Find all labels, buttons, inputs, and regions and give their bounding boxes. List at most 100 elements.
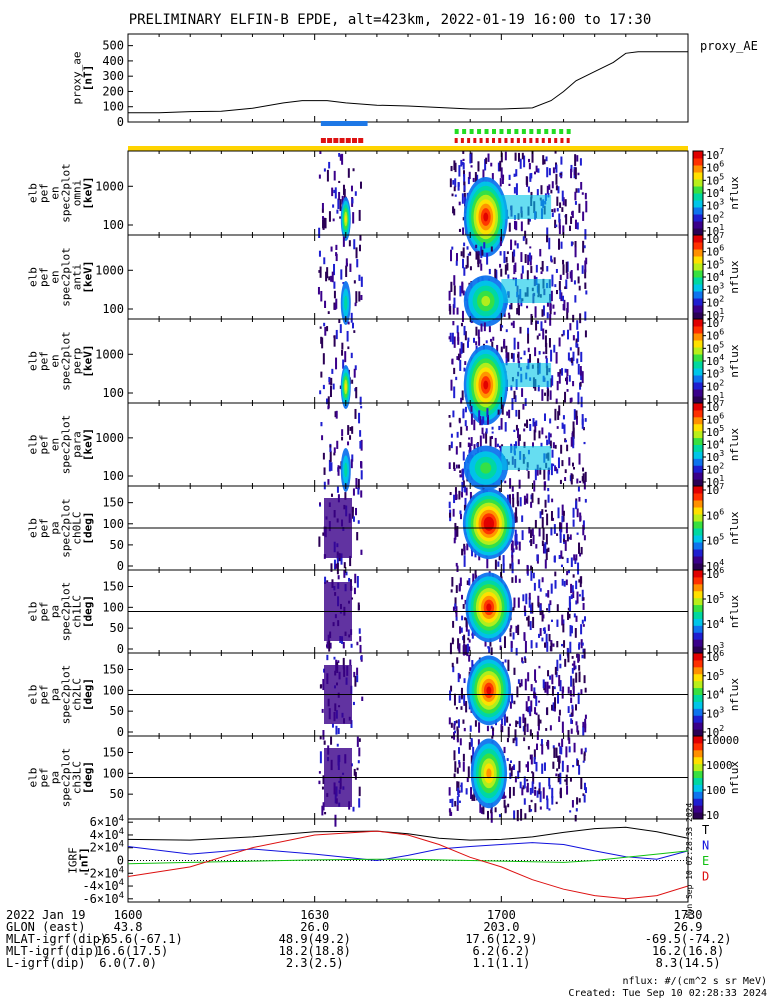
spectrogram-speck bbox=[574, 241, 577, 248]
spectrogram-speck bbox=[548, 685, 551, 689]
spectrogram-speck bbox=[544, 481, 547, 488]
spectrogram-speck bbox=[583, 675, 586, 684]
spectrogram-speck bbox=[527, 254, 530, 265]
spectrogram-speck bbox=[503, 636, 506, 649]
spectrogram-speck bbox=[523, 350, 526, 356]
spectrogram-speck bbox=[577, 562, 580, 575]
spectrogram-speck bbox=[534, 519, 537, 529]
spectrogram-speck bbox=[486, 810, 489, 820]
spectrogram-speck bbox=[514, 529, 517, 539]
spectrogram-speck bbox=[584, 723, 587, 733]
spectrogram-speck bbox=[546, 266, 549, 272]
spectrogram-speck bbox=[565, 746, 568, 758]
spectrogram-speck bbox=[575, 410, 578, 419]
spectrogram-speck bbox=[521, 152, 524, 160]
spectrogram-speck bbox=[520, 221, 523, 232]
spectrogram-speck bbox=[558, 554, 561, 560]
spectrogram-speck bbox=[458, 417, 461, 422]
spectrogram-speck bbox=[455, 707, 458, 710]
spectrogram-speck bbox=[543, 469, 546, 480]
spectrogram-speck bbox=[527, 615, 530, 627]
colorbar-segment bbox=[693, 694, 703, 702]
spectrogram-speck bbox=[566, 444, 569, 452]
spectrogram-speck bbox=[537, 714, 540, 727]
spectrogram-speck bbox=[514, 575, 517, 583]
spectrogram-speck bbox=[319, 503, 322, 507]
spectrogram-ylabel-line: anti bbox=[71, 264, 84, 291]
spectrogram-speck bbox=[360, 294, 363, 301]
spectrogram-speck bbox=[506, 716, 509, 723]
spectrogram-speck bbox=[507, 726, 510, 738]
spectrogram-speck bbox=[562, 623, 565, 633]
spectrogram-speck bbox=[321, 337, 324, 349]
colorbar-label: nflux bbox=[728, 176, 741, 209]
spectrogram-speck bbox=[523, 656, 526, 660]
spectrogram-speck bbox=[579, 158, 582, 166]
spectrogram-speck bbox=[323, 467, 326, 475]
spectrogram-speck bbox=[459, 442, 462, 448]
spectrogram-speck bbox=[567, 611, 570, 620]
spectrogram-speck bbox=[338, 180, 341, 183]
spectrogram-ytick-label: 1000 bbox=[95, 263, 124, 277]
spectrogram-speck bbox=[523, 495, 526, 505]
spectrogram-speck bbox=[357, 602, 360, 611]
spectrogram-speck bbox=[527, 746, 530, 750]
spectrogram-speck bbox=[547, 624, 550, 631]
spectrogram-speck bbox=[450, 165, 453, 172]
spectrogram-speck bbox=[550, 349, 553, 362]
spectrogram-speck bbox=[558, 675, 561, 687]
colorbar-segment bbox=[693, 791, 703, 799]
spectrogram-speck bbox=[472, 177, 475, 183]
spectrogram-speck bbox=[450, 281, 453, 292]
spectrogram-speck bbox=[543, 413, 546, 421]
spectrogram-speck bbox=[344, 492, 347, 500]
spectrogram-speck bbox=[548, 168, 551, 176]
spectrogram-speck bbox=[550, 189, 553, 194]
spectrogram-speck bbox=[453, 208, 456, 216]
spectrogram-speck bbox=[558, 405, 561, 416]
spectrogram-speck bbox=[546, 795, 549, 801]
spectrogram-core bbox=[344, 383, 347, 391]
spectrogram-speck bbox=[318, 250, 321, 257]
spectrogram-frame bbox=[127, 402, 689, 487]
spectrogram-ylabel-line: elb bbox=[27, 267, 40, 287]
spectrogram-speck bbox=[469, 725, 472, 732]
spectrogram-speck bbox=[488, 268, 491, 275]
spectrogram-speck bbox=[536, 554, 539, 562]
spectrogram-speck bbox=[461, 161, 464, 166]
spectrogram-speck bbox=[584, 192, 587, 200]
spectrogram-speck bbox=[475, 244, 478, 249]
spectrogram-speck bbox=[569, 602, 572, 612]
spectrogram-speck bbox=[564, 439, 567, 443]
spectrogram-core bbox=[481, 295, 491, 307]
spectrogram-speck bbox=[584, 747, 587, 753]
spectrogram-speck bbox=[459, 513, 462, 520]
spectrogram-speck bbox=[459, 285, 462, 297]
spectrogram-speck bbox=[549, 675, 552, 680]
colorbar-segment bbox=[693, 382, 703, 390]
spectrogram-speck bbox=[560, 156, 563, 165]
spectrogram-speck bbox=[358, 738, 361, 742]
spectrogram-speck bbox=[466, 777, 469, 783]
spectrogram-speck bbox=[546, 227, 549, 238]
spectrogram-speck bbox=[450, 722, 453, 728]
spectrogram-speck bbox=[583, 480, 586, 490]
spectrogram-speck bbox=[464, 420, 467, 427]
spectrogram-ylabel-line: elb bbox=[27, 351, 40, 371]
spectrogram-speck bbox=[456, 767, 459, 774]
footer-row-value: 6.0(7.0) bbox=[99, 956, 157, 970]
spectrogram-speck bbox=[513, 173, 516, 177]
spectrogram-speck bbox=[557, 692, 560, 704]
spectrogram-speck bbox=[567, 607, 570, 611]
spectrogram-speck bbox=[582, 793, 585, 797]
spectrogram-speck bbox=[510, 322, 513, 326]
spectrogram-speck bbox=[549, 418, 552, 424]
spectrogram-speck bbox=[515, 424, 518, 431]
spectrogram-ytick-label: 100 bbox=[102, 766, 124, 780]
spectrogram-speck bbox=[527, 470, 530, 479]
spectrogram-speck bbox=[544, 542, 547, 554]
spectrogram-speck bbox=[541, 427, 544, 435]
spectrogram-speck bbox=[575, 600, 578, 605]
spectrogram-speck bbox=[453, 275, 456, 286]
spectrogram-speck bbox=[564, 199, 567, 207]
